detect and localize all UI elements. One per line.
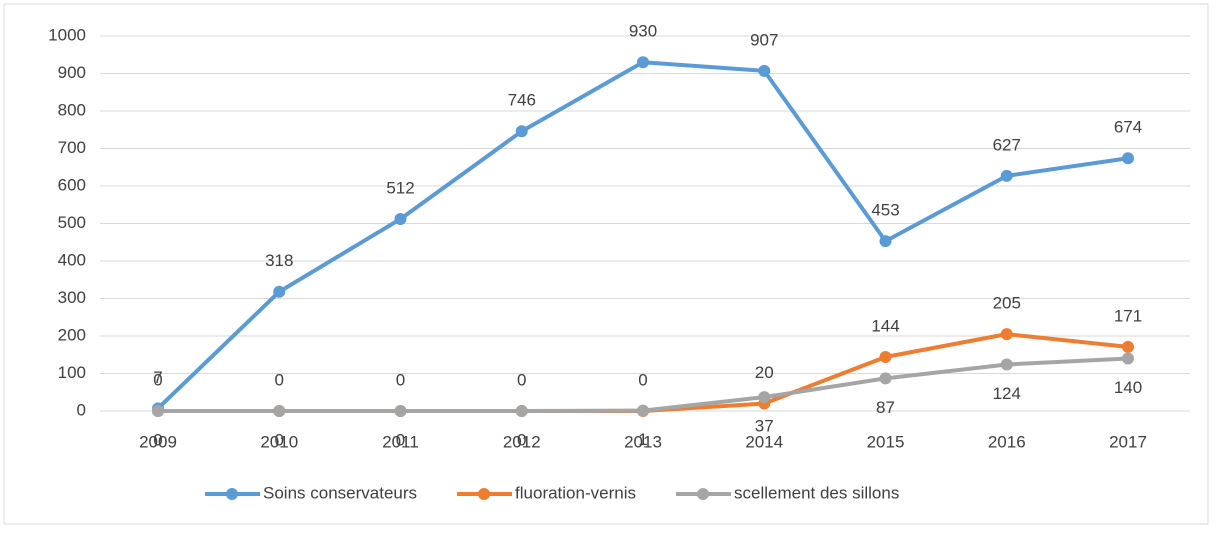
data-label: 627: [993, 135, 1021, 154]
y-tick-label: 700: [58, 138, 86, 157]
data-point: [1122, 352, 1134, 365]
data-label: 87: [876, 398, 895, 417]
y-tick-label: 900: [58, 63, 86, 82]
y-tick-label: 500: [58, 213, 86, 232]
legend-label: Soins conservateurs: [263, 483, 417, 502]
data-label: 746: [508, 91, 536, 110]
data-label: 0: [396, 430, 405, 449]
x-tick-label: 2011: [382, 432, 419, 451]
data-label: 124: [993, 384, 1021, 403]
data-label: 205: [993, 294, 1021, 313]
data-label: 907: [750, 30, 778, 49]
x-tick-label: 2013: [624, 432, 662, 451]
data-label: 37: [755, 417, 774, 436]
legend-label: fluoration-vernis: [515, 483, 636, 502]
data-label: 0: [275, 370, 284, 389]
data-point: [515, 405, 528, 417]
legend-label: scellement des sillons: [734, 483, 899, 502]
data-point: [515, 125, 528, 138]
chart-border: [3, 3, 1209, 525]
y-tick-label: 0: [77, 400, 86, 419]
data-point: [758, 64, 771, 77]
data-label: 930: [629, 22, 657, 41]
data-point: [1122, 340, 1134, 353]
data-label: 0: [275, 430, 284, 449]
data-point: [394, 405, 407, 417]
data-label: 0: [153, 430, 162, 449]
data-label: 144: [871, 316, 899, 335]
data-point: [637, 404, 649, 417]
data-point: [637, 56, 649, 69]
data-point: [273, 405, 286, 417]
y-tick-label: 200: [58, 325, 86, 344]
data-point: [152, 405, 164, 417]
data-label: 171: [1114, 306, 1142, 325]
data-label: 453: [871, 201, 899, 220]
legend-marker: [696, 488, 709, 500]
legend-marker: [226, 488, 238, 500]
y-tick-label: 100: [58, 363, 86, 382]
data-label: 20: [755, 363, 774, 382]
data-point: [273, 285, 286, 298]
data-label: 1: [638, 430, 647, 449]
data-label: 0: [153, 370, 162, 389]
data-point: [1122, 152, 1134, 165]
data-point: [1000, 328, 1013, 341]
data-point: [879, 372, 892, 385]
data-label: 0: [517, 430, 526, 449]
y-tick-label: 800: [58, 100, 86, 119]
data-point: [1000, 169, 1013, 182]
y-tick-label: 300: [58, 288, 86, 307]
data-point: [879, 235, 892, 248]
x-tick-label: 2010: [260, 432, 298, 451]
y-tick-label: 400: [58, 250, 86, 269]
data-label: 674: [1114, 118, 1142, 137]
x-tick-label: 2014: [745, 432, 783, 451]
data-point: [1000, 358, 1013, 371]
x-tick-label: 2015: [867, 432, 905, 451]
legend-marker: [478, 488, 491, 500]
data-label: 140: [1114, 378, 1142, 397]
y-tick-label: 1000: [48, 25, 86, 44]
data-point: [394, 213, 407, 225]
data-label: 512: [386, 178, 414, 197]
data-label: 7: [153, 368, 162, 387]
data-point: [879, 351, 892, 363]
x-tick-label: 2017: [1109, 432, 1147, 451]
x-tick-label: 2009: [139, 432, 177, 451]
x-tick-label: 2016: [988, 432, 1026, 451]
data-label: 0: [396, 370, 405, 389]
data-point: [758, 391, 771, 404]
x-tick-label: 2012: [503, 432, 541, 451]
data-label: 318: [265, 251, 293, 270]
data-label: 0: [517, 370, 526, 389]
y-tick-label: 600: [58, 175, 86, 194]
data-label: 0: [638, 370, 647, 389]
